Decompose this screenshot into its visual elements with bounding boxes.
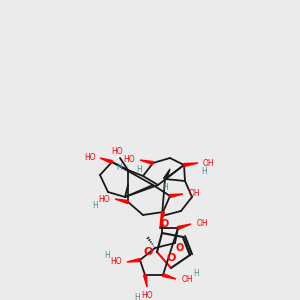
Polygon shape (164, 169, 170, 180)
Text: O: O (166, 253, 176, 263)
Text: H: H (162, 182, 168, 191)
Text: H: H (136, 164, 142, 173)
Polygon shape (140, 160, 153, 164)
Text: H: H (116, 163, 122, 172)
Text: H: H (201, 167, 207, 176)
Text: OH: OH (202, 158, 214, 167)
Polygon shape (143, 275, 147, 287)
Polygon shape (184, 163, 198, 166)
Polygon shape (170, 194, 183, 197)
Text: HO: HO (98, 194, 110, 203)
Text: O: O (176, 243, 184, 253)
Text: OH: OH (188, 190, 200, 199)
Polygon shape (115, 199, 128, 203)
Text: H: H (134, 292, 140, 300)
Text: O: O (143, 247, 153, 257)
Text: H: H (92, 202, 98, 211)
Text: HO: HO (111, 146, 123, 155)
Text: HO: HO (141, 292, 153, 300)
Text: H: H (104, 250, 110, 260)
Polygon shape (178, 224, 191, 230)
Text: H: H (193, 268, 199, 278)
Polygon shape (127, 259, 140, 262)
Polygon shape (160, 212, 164, 228)
Text: HO: HO (123, 155, 135, 164)
Text: O: O (161, 219, 169, 229)
Text: HO: HO (110, 257, 122, 266)
Polygon shape (163, 274, 176, 279)
Text: OH: OH (196, 220, 208, 229)
Polygon shape (100, 158, 112, 164)
Text: OH: OH (181, 274, 193, 284)
Text: HO: HO (84, 154, 96, 163)
